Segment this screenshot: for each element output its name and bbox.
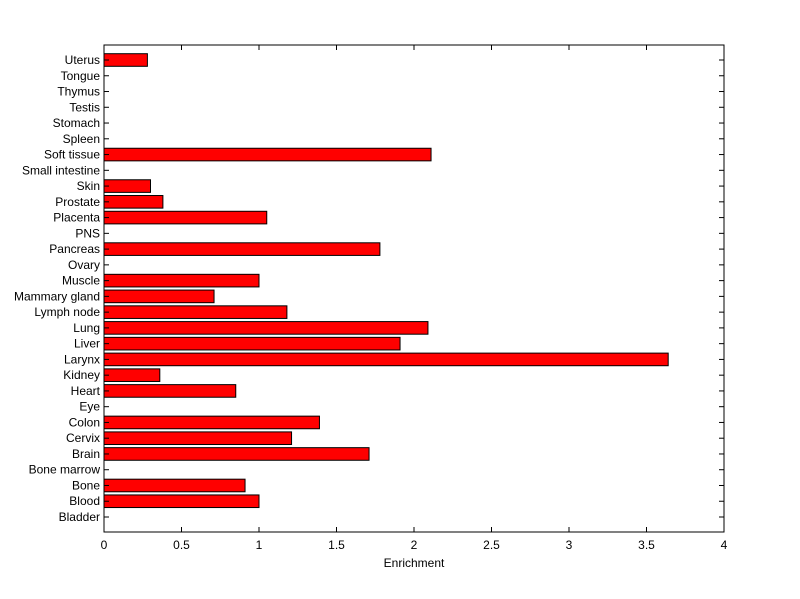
y-tick-label-prostate: Prostate [55,195,100,209]
x-tick-label: 0.5 [173,538,190,552]
y-tick-label-tongue: Tongue [61,69,101,83]
y-tick-label-mammary-gland: Mammary gland [14,289,100,303]
y-tick-label-pancreas: Pancreas [49,242,100,256]
bar-muscle [103,273,260,288]
x-tick-label: 4 [721,538,728,552]
y-tick-label-eye: Eye [79,400,100,414]
y-tick-label-stomach: Stomach [53,116,100,130]
bar-lymph-node [103,305,288,319]
x-tick-label: 2.5 [483,538,500,552]
x-axis-label: Enrichment [384,556,445,570]
x-tick-label: 0 [101,538,108,552]
y-tick-label-bone-marrow: Bone marrow [29,463,101,477]
x-tick-label: 1 [256,538,263,552]
y-tick-label-kidney: Kidney [63,368,100,382]
y-tick-label-pns: PNS [75,226,100,240]
y-tick-label-liver: Liver [74,337,100,351]
bar-mammary-gland [103,289,215,304]
y-tick-label-heart: Heart [71,384,101,398]
bar-liver [103,336,401,351]
bar-pancreas [103,242,381,256]
bar-skin [103,179,151,193]
bar-bone [103,478,246,493]
y-tick-label-bone: Bone [72,478,100,492]
bar-kidney [103,368,161,382]
bar-larynx [103,352,669,367]
y-tick-label-lung: Lung [73,321,100,335]
bar-blood [103,494,260,509]
bar-heart [103,384,237,398]
plot-frame [103,44,725,533]
y-tick-label-larynx: Larynx [64,352,100,366]
x-tick-label: 2 [411,538,418,552]
y-tick-label-ovary: Ovary [68,258,100,272]
y-tick-label-placenta: Placenta [53,211,100,225]
bar-soft-tissue [103,147,432,162]
y-tick-label-small-intestine: Small intestine [22,163,100,177]
y-tick-label-uterus: Uterus [65,53,100,67]
y-tick-label-blood: Blood [69,494,100,508]
y-tick-label-soft-tissue: Soft tissue [44,148,100,162]
bar-lung [103,321,429,335]
y-tick-label-muscle: Muscle [62,274,100,288]
y-tick-label-bladder: Bladder [59,510,100,524]
y-tick-label-spleen: Spleen [63,132,100,146]
x-tick-label: 3 [566,538,573,552]
y-tick-label-lymph-node: Lymph node [34,305,100,319]
x-ticks-group: 0 0.5 1 1.5 2 2.5 3 3.5 4 [101,45,728,552]
bar-brain [103,447,370,461]
y-tick-label-colon: Colon [69,415,100,429]
y-tick-label-skin: Skin [77,179,100,193]
bar-uterus [103,53,148,67]
bar-cervix [103,431,293,446]
bar-colon [103,415,320,430]
x-tick-label: 3.5 [638,538,655,552]
y-tick-label-brain: Brain [72,447,100,461]
bar-prostate [103,195,164,209]
y-tick-label-testis: Testis [69,100,100,114]
y-tick-label-cervix: Cervix [66,431,100,445]
x-tick-label: 1.5 [328,538,345,552]
bar-placenta [103,210,268,225]
y-tick-label-thymus: Thymus [57,85,100,99]
